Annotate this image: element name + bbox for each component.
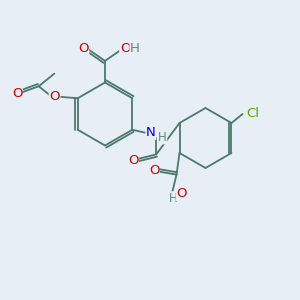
Text: H: H xyxy=(130,41,140,55)
Text: O: O xyxy=(149,164,159,177)
Text: Cl: Cl xyxy=(247,107,260,120)
Text: O: O xyxy=(12,87,22,100)
Text: O: O xyxy=(128,154,138,167)
Text: O: O xyxy=(78,41,89,55)
Text: H: H xyxy=(158,131,167,144)
Text: N: N xyxy=(146,126,156,139)
Text: O: O xyxy=(120,41,130,55)
Text: H: H xyxy=(169,192,178,205)
Text: O: O xyxy=(176,187,187,200)
Text: O: O xyxy=(50,90,60,103)
